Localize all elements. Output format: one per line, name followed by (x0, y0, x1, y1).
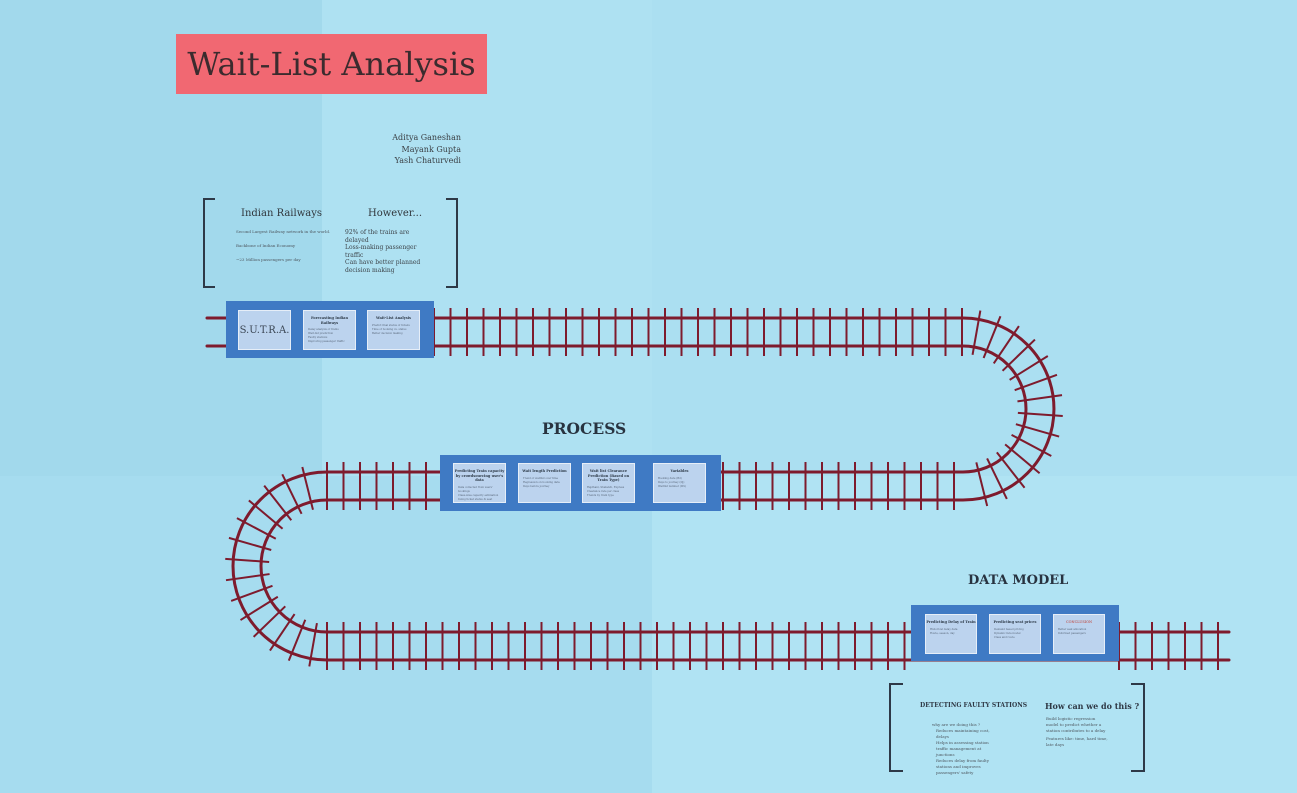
card-line: Trends by train type (587, 493, 614, 497)
faulty-list-left: why are we doing this ? Reduces maintain… (932, 722, 990, 776)
slide-card-forecasting[interactable]: Forecasting Indian Railways Delay analys… (303, 310, 356, 350)
intro-list-right: 92% of the trains are delayed Loss-makin… (345, 229, 430, 274)
card-line: Better decision making (372, 331, 403, 335)
rail-inner (205, 316, 1231, 634)
slide-card-waitlist[interactable]: Wait-List Analysis Predict final status … (367, 310, 420, 350)
card-line: Data collected from users' bookings (458, 485, 493, 493)
card-line: Booking date (Bd) (658, 476, 682, 480)
section-title-faulty-stations[interactable]: DETECTING FAULTY STATIONS (920, 702, 1028, 709)
card-line: Days before journey (523, 484, 550, 488)
card-line: Class-wise capacity estimation (458, 493, 499, 497)
slide-card-data-model[interactable]: Predicting seat prices Demand based pric… (989, 614, 1041, 654)
section-title-however[interactable]: However... (368, 208, 423, 219)
list-item: Reduces delay from faulty stations and i… (936, 758, 990, 775)
frame-bracket-right (1131, 683, 1145, 772)
list-item: 92% of the trains are delayed (345, 229, 410, 244)
card-text: Booking date (Bd) Days to journey (Dj) W… (658, 477, 701, 489)
card-line: Demand based pricing (994, 627, 1024, 631)
card-title: CONCLUSION (1065, 620, 1093, 624)
section-title-how[interactable]: How can we do this ? (1045, 701, 1140, 711)
card-text: Rajdhani, Shatabdi, Express Clearance ra… (587, 486, 630, 498)
card-text: Better seat allocation Informed passenge… (1058, 628, 1100, 636)
author-name: Mayank Gupta (401, 144, 461, 154)
section-title-indian-railways[interactable]: Indian Railways (241, 208, 322, 219)
card-line: Clearance rate per class (587, 489, 620, 493)
list-item: Backbone of Indian Economy (236, 243, 296, 248)
intro-list-left: Second Largest Railway network in the wo… (236, 229, 336, 263)
card-line: Informed passengers (1058, 631, 1086, 635)
card-text: Demand based pricing Dynamic fare model … (994, 628, 1036, 640)
card-line: Wait-list prediction (308, 332, 334, 335)
card-title: Predicting seat prices (993, 620, 1037, 624)
page-title: Wait-List Analysis (187, 45, 476, 83)
card-title: Forecasting Indian Railways (311, 316, 348, 325)
slide-card-process[interactable]: Wait length Prediction Trend of waitlist… (518, 463, 571, 503)
list-intro: why are we doing this ? (932, 722, 981, 727)
list-item: Helps in assessing station traffic manag… (936, 740, 989, 757)
card-line: Regression on booking data (523, 480, 560, 484)
author-name: Yash Chaturvedi (394, 156, 461, 165)
card-line: Improving passenger traffic (308, 340, 345, 343)
slide-card-process[interactable]: Wait list Clearance Prediction (Based on… (582, 463, 635, 503)
background-panel (652, 0, 1297, 476)
card-title: Wait length Prediction (522, 469, 567, 473)
card-line: Days to journey (Dj) (658, 480, 685, 484)
frame-bracket-left (203, 198, 215, 288)
rail-outer (205, 344, 1231, 662)
list-item: Reduces maintaining cost, delays (936, 728, 990, 739)
card-title: Wait-List Analysis (375, 316, 412, 320)
list-item: Can have better planned decision making (345, 259, 421, 274)
card-text: Delay analysis of trains Wait-list predi… (308, 328, 351, 344)
card-line: Dynamic fare model (994, 631, 1021, 635)
card-title: S.U.T.R.A. (239, 324, 290, 336)
title-banner[interactable]: Wait-List Analysis (176, 34, 487, 94)
card-text: Data collected from users' bookings Clas… (458, 485, 501, 503)
slide-card-sutra[interactable]: S.U.T.R.A. (238, 310, 291, 350)
frame-bracket-right (446, 198, 458, 288)
section-label-process[interactable]: PROCESS (542, 419, 627, 438)
card-line: Rajdhani, Shatabdi, Express (587, 485, 625, 489)
card-title: Wait list Clearance Prediction (Based on… (587, 469, 630, 482)
list-item: Features like: time, hard time, late day… (1046, 736, 1108, 747)
faulty-list-right: Build logistic regression model to predi… (1046, 716, 1108, 748)
card-line: Waitlist number (Wn) (658, 484, 687, 488)
frame-bracket-left (889, 683, 903, 772)
card-line: Trend of waitlist over time (523, 476, 558, 480)
list-item: Second Largest Railway network in the wo… (236, 229, 331, 234)
slide-card-process[interactable]: Variables Booking date (Bd) Days to jour… (653, 463, 706, 503)
list-item: Build logistic regression model to predi… (1046, 716, 1106, 733)
card-text: Historical delay data Route, season, day (930, 628, 972, 636)
section-label-data-model[interactable]: DATA MODEL (968, 573, 1069, 588)
card-title: Predicting Train capacity by crowdsourci… (454, 469, 505, 482)
card-line: Historical delay data (930, 627, 958, 631)
authors: Aditya Ganeshan Mayank Gupta Yash Chatur… (360, 132, 461, 167)
slide-card-data-model[interactable]: Predicting Delay of Train Historical del… (925, 614, 977, 654)
card-line: Predict final status of tickets (372, 323, 410, 327)
card-line: Route, season, day (930, 631, 955, 635)
card-title: Predicting Delay of Train (926, 620, 976, 624)
list-item: Loss-making passenger traffic (345, 244, 417, 259)
card-line: Delay analysis of trains (308, 328, 339, 331)
author-name: Aditya Ganeshan (392, 133, 461, 142)
card-line: Better seat allocation (1058, 627, 1087, 631)
card-line: Class and route (994, 635, 1015, 639)
list-item: ~23 Million passengers per day (236, 257, 301, 262)
slide-card-data-model[interactable]: CONCLUSION Better seat allocation Inform… (1053, 614, 1105, 654)
card-line: Faulty stations (308, 336, 328, 339)
card-text: Predict final status of tickets Time of … (372, 324, 415, 336)
card-line: Time of booking vs. status (372, 327, 407, 331)
slide-card-process[interactable]: Predicting Train capacity by crowdsourci… (453, 463, 506, 503)
card-title: Variables (670, 469, 689, 473)
card-text: Trend of waitlist over time Regression o… (523, 477, 566, 489)
card-line: Using ticket status & seat numbers (458, 497, 493, 503)
